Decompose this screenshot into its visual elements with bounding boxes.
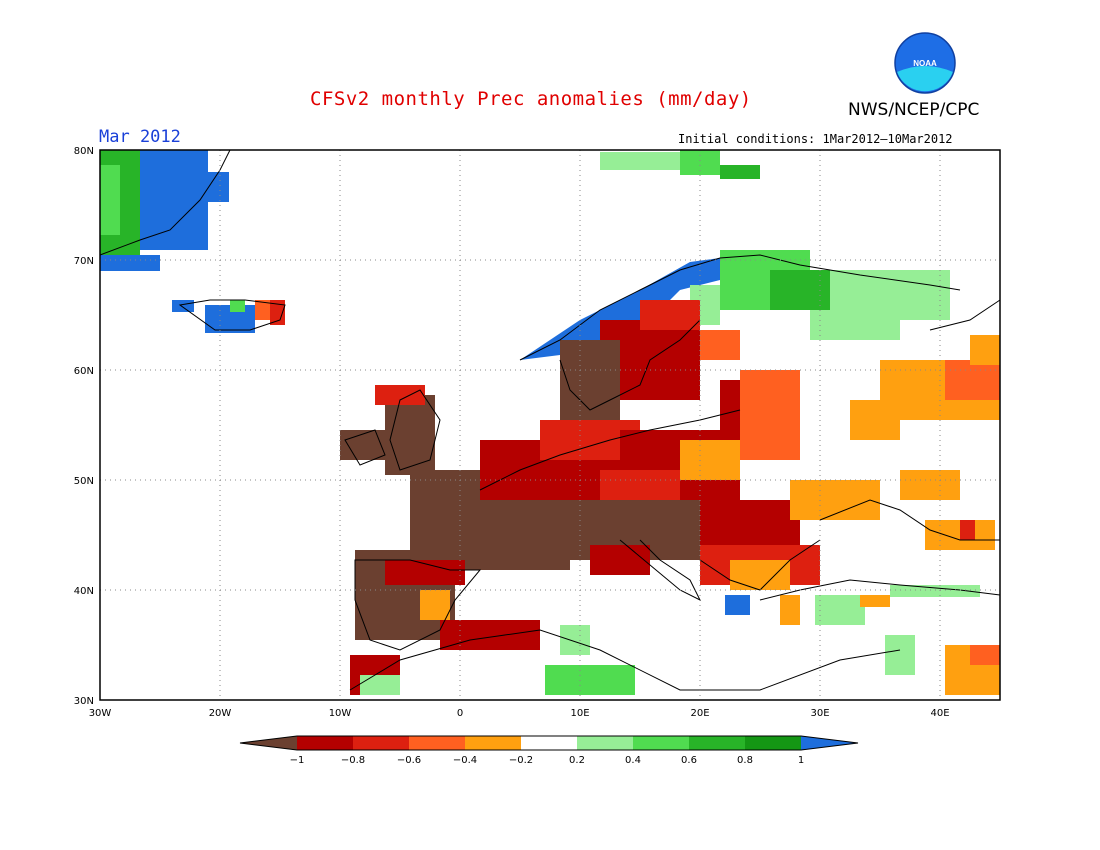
colorbar-label: 0.4 [625, 755, 641, 766]
lon-tick: 20W [209, 708, 232, 719]
colorbar: −1 −0.8 −0.6 −0.4 −0.2 0.2 0.4 0.6 0.8 1 [239, 735, 859, 766]
colorbar-swatch [577, 736, 633, 750]
colorbar-swatch [689, 736, 745, 750]
colorbar-label: −0.4 [453, 755, 477, 766]
colorbar-label: −0.2 [509, 755, 533, 766]
initial-conditions-label: Initial conditions: 1Mar2012–10Mar2012 [678, 132, 953, 146]
lon-tick: 10E [570, 708, 589, 719]
lat-tick: 30N [74, 696, 94, 707]
lat-tick: 60N [74, 366, 94, 377]
colorbar-swatch [745, 736, 801, 750]
lon-ticks: 30W 20W 10W 0 10E 20E 30E 40E [89, 708, 950, 719]
map-frame [99, 149, 1001, 701]
colorbar-swatch [521, 736, 577, 750]
lat-tick: 50N [74, 476, 94, 487]
colorbar-swatch [353, 736, 409, 750]
colorbar-label: 0.2 [569, 755, 585, 766]
colorbar-label: −0.8 [341, 755, 365, 766]
colorbar-label: 0.8 [737, 755, 753, 766]
lon-tick: 10W [329, 708, 352, 719]
svg-text:NOAA: NOAA [913, 59, 937, 68]
noaa-logo: NOAA [894, 32, 956, 94]
agency-label: NWS/NCEP/CPC [848, 100, 980, 120]
colorbar-label: 0.6 [681, 755, 697, 766]
colorbar-swatch [297, 736, 353, 750]
colorbar-arrow-left [240, 736, 297, 750]
colorbar-label: −1 [290, 755, 305, 766]
lon-tick: 30W [89, 708, 112, 719]
lat-ticks: 80N 70N 60N 50N 40N 30N [74, 146, 94, 707]
lat-tick: 70N [74, 256, 94, 267]
anomaly-field [100, 150, 1000, 695]
lon-tick: 20E [690, 708, 709, 719]
colorbar-label: 1 [798, 755, 804, 766]
lon-tick: 40E [930, 708, 949, 719]
graticule [100, 150, 1000, 700]
lon-tick: 0 [457, 708, 463, 719]
map-title: CFSv2 monthly Prec anomalies (mm/day) [310, 88, 752, 110]
colorbar-swatch [465, 736, 521, 750]
lat-tick: 80N [74, 146, 94, 157]
colorbar-label: −0.6 [397, 755, 421, 766]
lat-tick: 40N [74, 586, 94, 597]
colorbar-arrow-right [801, 736, 858, 750]
month-label: Mar 2012 [99, 127, 181, 147]
lon-tick: 30E [810, 708, 829, 719]
colorbar-swatch [633, 736, 689, 750]
colorbar-swatch [409, 736, 465, 750]
